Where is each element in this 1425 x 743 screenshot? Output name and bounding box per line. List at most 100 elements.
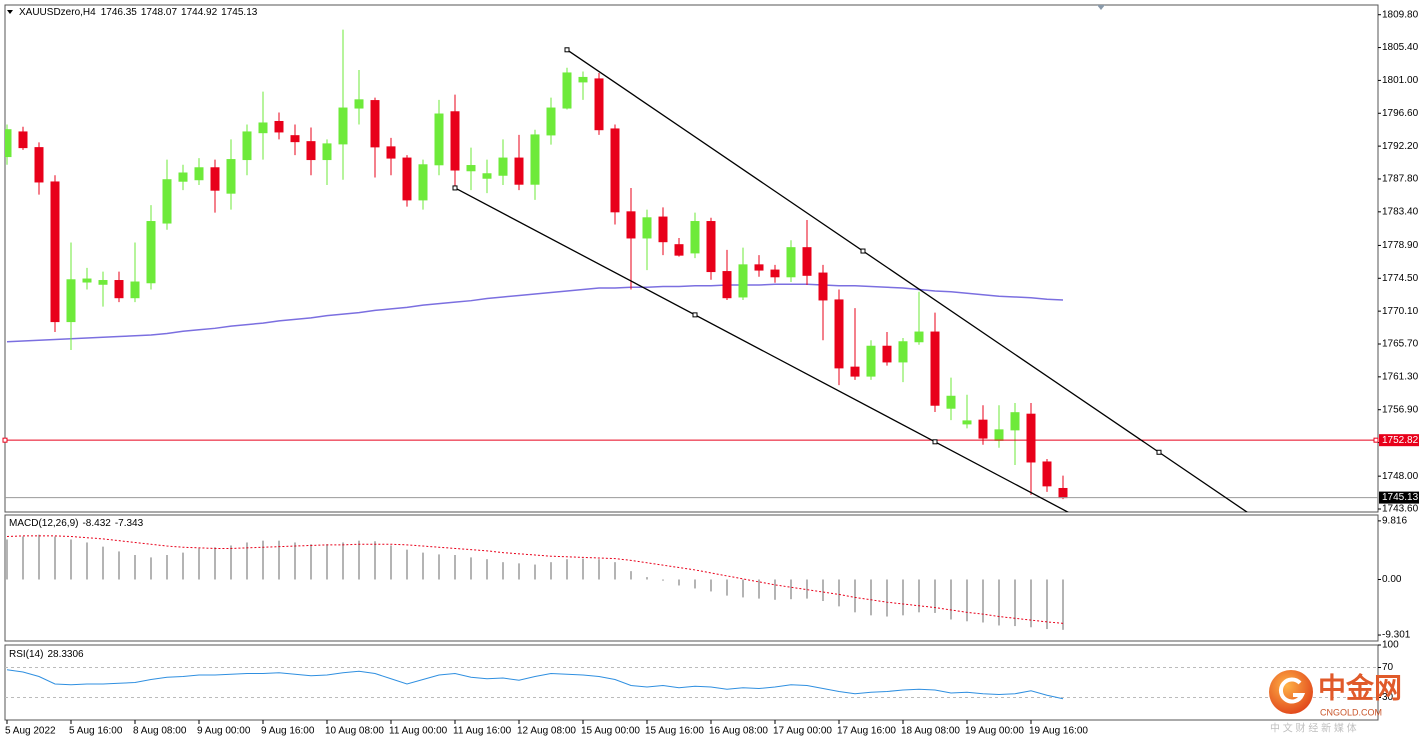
macd-bar — [326, 544, 328, 580]
y-tick-label: 70 — [1382, 662, 1394, 673]
y-tick-label: 1778.90 — [1382, 240, 1419, 251]
candle-body — [114, 280, 124, 299]
macd-bar — [470, 557, 472, 580]
macd-bar — [918, 579, 920, 613]
candle-body — [242, 131, 252, 161]
x-tick-label: 15 Aug 16:00 — [645, 726, 704, 737]
candle-body — [290, 135, 300, 143]
level-marker — [2, 437, 8, 443]
macd-bar — [342, 542, 344, 580]
candle-body — [466, 165, 476, 172]
candle-body — [194, 167, 204, 181]
y-tick-label: 1770.10 — [1382, 306, 1419, 317]
candle-body — [850, 366, 860, 377]
y-tick-label: 1809.80 — [1382, 9, 1419, 20]
macd-title: MACD(12,26,9) -8.432 -7.343 — [9, 518, 144, 529]
y-tick-label: 1761.30 — [1382, 371, 1419, 382]
header-low: 1744.92 — [181, 7, 218, 18]
rsi-line — [6, 669, 1064, 700]
candle-body — [706, 221, 716, 273]
x-tick-label: 18 Aug 08:00 — [901, 726, 960, 737]
watermark: 中金网 CNGOLD.COM 中 文 财 经 新 媒 体 — [1269, 670, 1402, 735]
header-close: 1745.13 — [221, 7, 258, 18]
y-tick-label: 1796.60 — [1382, 108, 1419, 119]
candle-body — [738, 264, 748, 298]
macd-bar — [998, 579, 1000, 626]
candle-body — [530, 134, 540, 185]
candle-body — [722, 271, 732, 299]
macd-bar — [854, 579, 856, 613]
shift-marker — [1097, 5, 1105, 10]
x-tick-label: 9 Aug 00:00 — [197, 726, 251, 737]
header-high: 1748.07 — [141, 7, 178, 18]
trendline — [454, 187, 1070, 512]
macd-bar — [1062, 579, 1064, 630]
macd-bar — [278, 540, 280, 580]
header-open: 1746.35 — [101, 7, 138, 18]
y-tick-label: -9.301 — [1382, 630, 1411, 641]
candle-body — [354, 99, 364, 109]
macd-bar — [982, 579, 984, 623]
candle-body — [274, 120, 284, 133]
macd-bar — [806, 579, 808, 599]
x-tick-label: 19 Aug 16:00 — [1029, 726, 1088, 737]
y-tick-label: 1787.80 — [1382, 174, 1419, 185]
macd-bar — [182, 552, 184, 580]
macd-signal — [6, 535, 1064, 624]
level-label: 1752.82 — [1382, 435, 1419, 446]
macd-bar — [630, 571, 632, 580]
candle-body — [5, 129, 12, 158]
candle-body — [18, 131, 28, 149]
macd-bar — [838, 579, 840, 607]
candle-body — [770, 269, 780, 278]
macd-bar — [502, 562, 504, 580]
candle-body — [418, 164, 428, 201]
candle-body — [626, 211, 636, 239]
candle-body — [1042, 461, 1052, 487]
macd-bar — [518, 563, 520, 580]
macd-bar — [118, 551, 120, 580]
candle-body — [306, 141, 316, 161]
y-tick-label: 1805.40 — [1382, 42, 1419, 53]
macd-bar — [534, 564, 536, 580]
logo-mark — [1278, 677, 1306, 704]
macd-bar — [726, 579, 728, 596]
candle-body — [514, 157, 524, 185]
trendline — [566, 49, 1249, 512]
candle-body — [674, 244, 684, 256]
x-tick-label: 15 Aug 00:00 — [581, 726, 640, 737]
candle-body — [370, 100, 380, 148]
candle-body — [1010, 412, 1020, 431]
macd-bar — [598, 559, 600, 580]
macd-bar — [406, 549, 408, 580]
watermark-brand: 中金网 — [1318, 671, 1402, 703]
macd-bar — [694, 579, 696, 589]
bid-label: 1745.13 — [1382, 492, 1419, 503]
macd-panel — [4, 514, 1379, 642]
macd-bar — [390, 545, 392, 580]
y-tick-label: 1743.60 — [1382, 504, 1419, 515]
candle-body — [834, 299, 844, 369]
macd-bar — [710, 579, 712, 592]
x-tick-label: 12 Aug 08:00 — [517, 726, 576, 737]
candle-body — [946, 395, 956, 409]
macd-bar — [310, 544, 312, 580]
candle-body — [994, 429, 1004, 441]
y-tick-label: 30 — [1382, 692, 1394, 703]
signal-value: -7.343 — [115, 518, 144, 529]
macd-bar — [1030, 579, 1032, 628]
watermark-site: CNGOLD.COM — [1320, 707, 1382, 717]
x-tick-label: 16 Aug 08:00 — [709, 726, 768, 737]
candle-body — [322, 143, 332, 161]
macd-bar — [198, 548, 200, 580]
macd-bar — [150, 557, 152, 580]
rsi-value: 28.3306 — [47, 649, 84, 660]
macd-bar — [966, 579, 968, 622]
macd-bar — [22, 536, 24, 580]
candle-body — [386, 146, 396, 159]
trendline-mid — [860, 248, 866, 254]
candle-body — [866, 345, 876, 377]
candle-body — [930, 331, 940, 406]
rsi-name: RSI(14) — [9, 649, 43, 660]
y-tick-label: 1792.20 — [1382, 141, 1419, 152]
